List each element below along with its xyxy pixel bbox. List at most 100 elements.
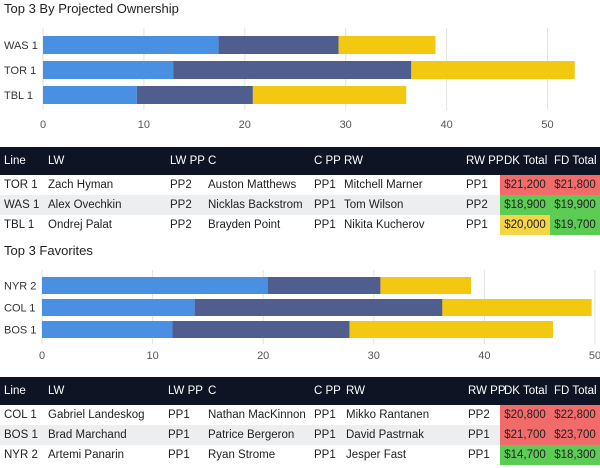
cell-c-pp: PP1 xyxy=(314,449,336,461)
x-tick-label: 20 xyxy=(239,119,251,131)
cell-rw-pp: PP2 xyxy=(466,199,488,211)
cell-lw: Artemi Panarin xyxy=(48,449,125,461)
table-row[interactable]: TOR 1 Zach Hyman PP2 Auston Matthews PP1 Mitc… xyxy=(0,175,600,195)
category-label: WAS 1 xyxy=(4,40,38,52)
x-tick-label: 10 xyxy=(138,119,150,131)
bar-segment-c[interactable] xyxy=(267,277,381,294)
cell-fd: $19,700 xyxy=(550,215,600,235)
table-row[interactable]: NYR 2 Artemi Panarin PP1 Ryan Strome PP1 Jesp… xyxy=(0,445,600,465)
cell-c-pp: PP1 xyxy=(314,429,336,441)
bar-segment-rw[interactable] xyxy=(349,321,553,338)
bar-segment-c[interactable] xyxy=(218,36,339,54)
cell-fd: $23,700 xyxy=(550,425,600,445)
header-rw-pp[interactable]: RW PP xyxy=(468,385,506,397)
cell-line: COL 1 xyxy=(4,409,37,421)
header-lw-pp[interactable]: LW PP xyxy=(168,385,203,397)
x-tick-label: 50 xyxy=(589,350,600,362)
cell-lw: Zach Hyman xyxy=(48,179,114,191)
bar-segment-lw[interactable] xyxy=(43,86,137,104)
cell-dk: $14,700 xyxy=(500,445,550,465)
header-line[interactable]: Line xyxy=(4,155,26,167)
cell-dk: $20,800 xyxy=(500,405,550,425)
bar-segment-rw[interactable] xyxy=(252,86,407,104)
bar-segment-lw[interactable] xyxy=(42,321,173,338)
x-tick-label: 30 xyxy=(340,119,352,131)
bar-segment-c[interactable] xyxy=(172,321,350,338)
favorites-lines-table: Line LW LW PP C C PP RW RW PP DK Total F… xyxy=(0,377,600,465)
cell-rw-pp: PP1 xyxy=(468,449,490,461)
bar-segment-rw[interactable] xyxy=(338,36,436,54)
header-dk-total[interactable]: DK Total xyxy=(504,155,548,167)
cell-dk: $21,200 xyxy=(500,175,550,195)
cell-c: Brayden Point xyxy=(208,219,281,231)
cell-line: TBL 1 xyxy=(4,219,35,231)
header-c[interactable]: C xyxy=(208,155,217,167)
cell-c-pp: PP1 xyxy=(314,179,336,191)
table-row[interactable]: TBL 1 Ondrej Palat PP2 Brayden Point PP1 Niki… xyxy=(0,215,600,235)
cell-lw-pp: PP2 xyxy=(170,179,192,191)
cell-fd: $18,300 xyxy=(550,445,600,465)
x-tick-label: 40 xyxy=(478,350,490,362)
category-label: BOS 1 xyxy=(4,325,36,337)
category-label: COL 1 xyxy=(4,303,35,315)
cell-c: Nicklas Backstrom xyxy=(208,199,303,211)
header-c-pp[interactable]: C PP xyxy=(314,385,341,397)
cell-lw-pp: PP1 xyxy=(168,409,190,421)
bar-segment-c[interactable] xyxy=(136,86,253,104)
bar-segment-lw[interactable] xyxy=(42,277,268,294)
cell-rw: Jesper Fast xyxy=(346,449,407,461)
cell-rw-pp: PP2 xyxy=(468,409,490,421)
favorites-bar-chart: 0 10 20 30 40 50 NYR 2 COL 1 BOS 1 xyxy=(4,270,600,362)
header-line[interactable]: Line xyxy=(4,385,26,397)
header-c-pp[interactable]: C PP xyxy=(314,155,341,167)
header-rw[interactable]: RW xyxy=(344,155,363,167)
x-tick-label: 0 xyxy=(40,119,46,131)
cell-rw-pp: PP1 xyxy=(468,429,490,441)
cell-lw-pp: PP2 xyxy=(170,199,192,211)
header-dk-total[interactable]: DK Total xyxy=(504,385,548,397)
x-tick-label: 50 xyxy=(541,119,553,131)
bar-segment-c[interactable] xyxy=(194,299,443,316)
header-rw[interactable]: RW xyxy=(346,385,365,397)
bar-segment-rw[interactable] xyxy=(442,299,592,316)
section-title-favorites: Top 3 Favorites xyxy=(4,243,93,258)
cell-rw: Tom Wilson xyxy=(344,199,404,211)
table-row[interactable]: COL 1 Gabriel Landeskog PP1 Nathan MacKinno… xyxy=(0,405,600,425)
cell-fd: $22,800 xyxy=(550,405,600,425)
cell-dk: $21,700 xyxy=(500,425,550,445)
cell-lw-pp: PP1 xyxy=(168,429,190,441)
cell-c-pp: PP1 xyxy=(314,199,336,211)
cell-dk: $20,000 xyxy=(500,215,550,235)
bar-segment-rw[interactable] xyxy=(380,277,472,294)
bar-segment-rw[interactable] xyxy=(411,61,575,79)
bar-segment-c[interactable] xyxy=(173,61,412,79)
header-fd-total[interactable]: FD Total xyxy=(554,385,597,397)
cell-rw-pp: PP1 xyxy=(466,219,488,231)
ownership-bar-chart: 0 10 20 30 40 50 WAS 1 TOR 1 TBL 1 xyxy=(4,28,575,131)
cell-line: NYR 2 xyxy=(4,449,38,461)
cell-lw: Ondrej Palat xyxy=(48,219,112,231)
ownership-lines-table: Line LW LW PP C C PP RW RW PP DK Total F… xyxy=(0,147,600,235)
cell-lw-pp: PP2 xyxy=(170,219,192,231)
header-rw-pp[interactable]: RW PP xyxy=(466,155,504,167)
bar-segment-lw[interactable] xyxy=(43,36,219,54)
cell-line: TOR 1 xyxy=(4,179,38,191)
x-tick-label: 0 xyxy=(39,350,45,362)
header-lw[interactable]: LW xyxy=(48,385,65,397)
bar-segment-lw[interactable] xyxy=(42,299,195,316)
cell-c: Auston Matthews xyxy=(208,179,297,191)
table-row[interactable]: WAS 1 Alex Ovechkin PP2 Nicklas Backstrom PP… xyxy=(0,195,600,215)
header-fd-total[interactable]: FD Total xyxy=(554,155,597,167)
table-row[interactable]: BOS 1 Brad Marchand PP1 Patrice Bergeron PP1… xyxy=(0,425,600,445)
bar-segment-lw[interactable] xyxy=(43,61,174,79)
header-lw[interactable]: LW xyxy=(48,155,65,167)
header-c[interactable]: C xyxy=(208,385,217,397)
cell-c: Ryan Strome xyxy=(208,449,276,461)
cell-lw: Brad Marchand xyxy=(48,429,127,441)
cell-fd: $19,900 xyxy=(550,195,600,215)
cell-line: BOS 1 xyxy=(4,429,38,441)
cell-rw-pp: PP1 xyxy=(466,179,488,191)
cell-rw: Mikko Rantanen xyxy=(346,409,430,421)
cell-lw-pp: PP1 xyxy=(168,449,190,461)
header-lw-pp[interactable]: LW PP xyxy=(170,155,205,167)
